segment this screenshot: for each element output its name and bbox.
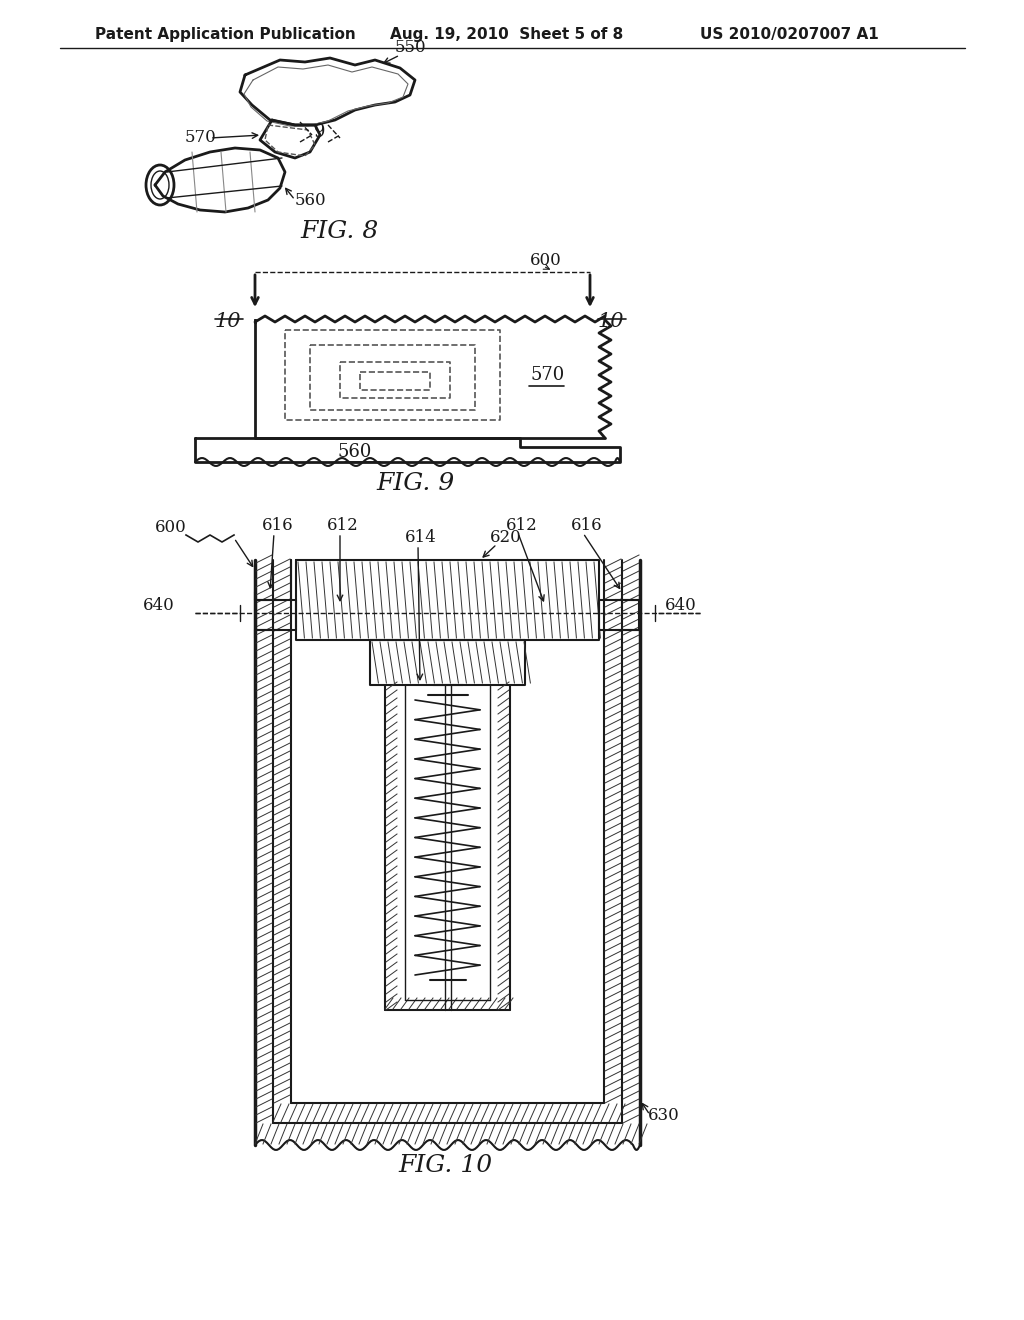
Polygon shape (155, 148, 285, 213)
Polygon shape (240, 58, 415, 125)
Ellipse shape (146, 165, 174, 205)
Text: 560: 560 (338, 444, 372, 461)
Text: 10: 10 (598, 312, 625, 331)
Text: 612: 612 (506, 517, 538, 535)
Polygon shape (296, 560, 599, 640)
Text: 640: 640 (143, 597, 175, 614)
Text: 630: 630 (648, 1107, 680, 1125)
Text: 560: 560 (295, 191, 327, 209)
Text: 600: 600 (155, 519, 186, 536)
Text: 616: 616 (262, 517, 294, 535)
Text: FIG. 8: FIG. 8 (301, 220, 379, 243)
Text: Patent Application Publication: Patent Application Publication (95, 26, 355, 42)
Text: FIG. 10: FIG. 10 (398, 1154, 493, 1177)
Text: 640: 640 (665, 597, 696, 614)
Polygon shape (370, 640, 525, 685)
Polygon shape (599, 601, 639, 630)
Polygon shape (195, 438, 620, 462)
Polygon shape (256, 601, 296, 630)
Text: 616: 616 (571, 517, 603, 535)
Text: US 2010/0207007 A1: US 2010/0207007 A1 (700, 26, 879, 42)
Text: 612: 612 (327, 517, 358, 535)
Text: 10: 10 (215, 312, 242, 331)
Text: 620: 620 (490, 529, 522, 546)
Text: 600: 600 (530, 252, 562, 269)
Text: 570: 570 (185, 129, 217, 147)
Text: Aug. 19, 2010  Sheet 5 of 8: Aug. 19, 2010 Sheet 5 of 8 (390, 26, 624, 42)
Text: 9: 9 (314, 123, 326, 141)
Polygon shape (260, 120, 319, 158)
Text: 614: 614 (406, 529, 437, 546)
Text: 570: 570 (530, 366, 564, 384)
Text: FIG. 9: FIG. 9 (376, 473, 454, 495)
Text: 550: 550 (395, 40, 427, 55)
